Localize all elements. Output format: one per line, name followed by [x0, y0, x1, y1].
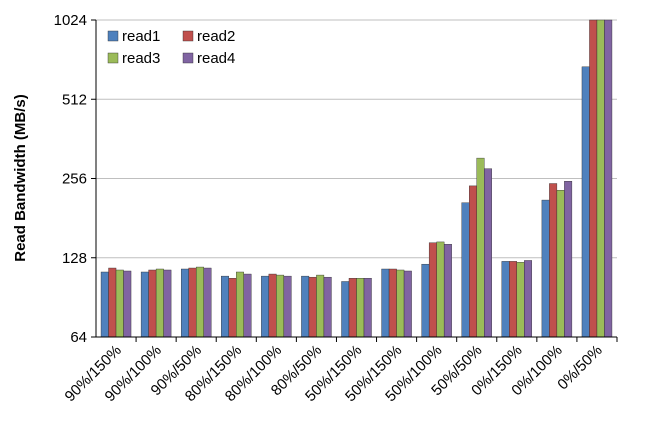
y-tick-label: 64 — [70, 329, 87, 346]
bar-read3 — [556, 190, 565, 338]
legend-label-read4: read4 — [197, 50, 235, 67]
bar-read1 — [221, 275, 229, 338]
x-tick-label: 0%/50% — [554, 342, 606, 394]
bar-read4 — [323, 276, 332, 338]
bar-read2 — [148, 269, 157, 338]
bar-read3 — [316, 274, 325, 338]
legend-swatch-read1 — [107, 30, 119, 42]
bar-read2 — [469, 185, 477, 338]
bar-read4 — [363, 278, 372, 338]
bar-read4 — [564, 181, 573, 338]
bar-read3 — [155, 268, 164, 338]
bar-read4 — [203, 267, 212, 338]
bar-read3 — [356, 278, 365, 338]
bar-read1 — [421, 263, 430, 338]
bar-read1 — [341, 281, 350, 338]
legend-swatch-read2 — [182, 30, 194, 42]
bar-read4 — [524, 260, 533, 338]
bar-read1 — [301, 275, 310, 338]
bar-read1 — [100, 271, 109, 338]
y-axis-title: Read Bandwidth (MB/s) — [12, 94, 29, 262]
bar-read2 — [268, 273, 277, 338]
bar-read2 — [388, 268, 397, 338]
bar-read1 — [541, 199, 550, 338]
legend-swatch-read4 — [182, 52, 194, 64]
bar-read1 — [501, 261, 510, 338]
bar-read2 — [549, 183, 558, 338]
legend: read1 read2 read3 read4 — [107, 28, 235, 67]
bar-read3 — [516, 262, 525, 338]
bar-read3 — [396, 269, 405, 338]
legend-label-read3: read3 — [122, 50, 160, 67]
bar-read1 — [140, 271, 149, 338]
bar-read2 — [228, 278, 237, 338]
bar-read1 — [581, 66, 590, 338]
bar-read4 — [443, 244, 452, 338]
bar-read2 — [509, 261, 518, 338]
bar-read4 — [484, 168, 492, 338]
bar-read1 — [261, 275, 270, 338]
bar-read4 — [604, 19, 613, 338]
bar-read1 — [461, 202, 470, 338]
bar-read2 — [589, 19, 598, 338]
bar-read3 — [276, 274, 285, 338]
bar-read2 — [428, 242, 437, 338]
bar-read3 — [476, 157, 485, 338]
axes: 64128256512102490%/150%90%/100%90%/50%80… — [54, 12, 618, 405]
bar-read2 — [188, 267, 197, 338]
legend-label-read2: read2 — [197, 28, 235, 45]
bar-read2 — [348, 278, 357, 338]
bar-read4 — [123, 270, 132, 338]
bar-read2 — [308, 276, 317, 338]
y-tick-label: 1024 — [54, 12, 87, 29]
bar-read3 — [596, 19, 605, 338]
bar-read3 — [236, 271, 244, 338]
y-tick-label: 512 — [62, 91, 87, 108]
bar-read3 — [195, 266, 204, 338]
legend-label-read1: read1 — [122, 28, 160, 45]
bar-read3 — [436, 241, 445, 338]
bar-read1 — [180, 268, 189, 338]
bars — [100, 19, 613, 338]
bar-read4 — [243, 273, 252, 338]
bar-read4 — [163, 269, 172, 338]
bar-read4 — [403, 270, 412, 338]
bar-read1 — [381, 268, 390, 338]
bar-read3 — [115, 269, 124, 338]
legend-swatch-read3 — [107, 52, 119, 64]
bar-read2 — [108, 267, 117, 338]
y-tick-label: 128 — [62, 250, 87, 267]
bar-read4 — [283, 275, 292, 338]
y-tick-label: 256 — [62, 171, 87, 188]
